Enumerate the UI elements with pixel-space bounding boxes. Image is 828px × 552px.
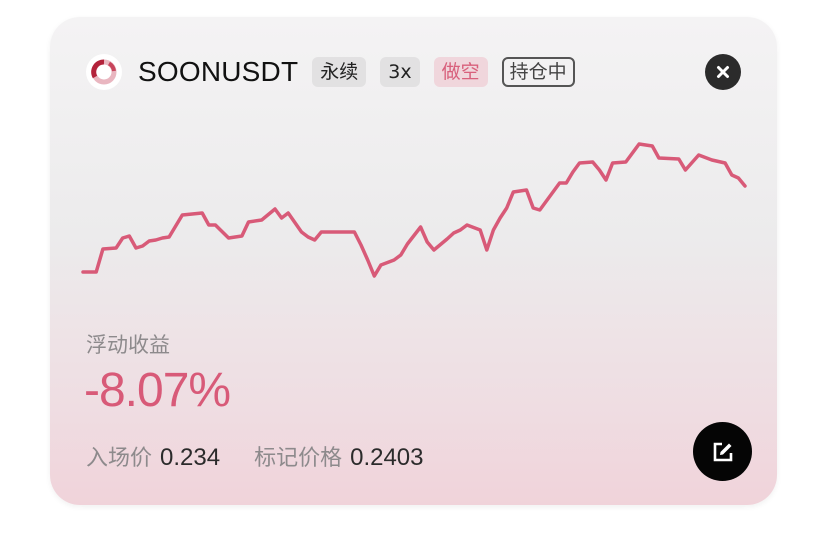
- entry-price-label: 入场价: [86, 446, 153, 471]
- mark-price-value: 0.2403: [350, 444, 424, 471]
- mark-price-label: 标记价格: [254, 446, 343, 471]
- edit-icon: [713, 442, 732, 461]
- sparkline-path: [81, 142, 747, 278]
- close-icon: [717, 66, 729, 78]
- soon-coin-logo-icon: [86, 54, 122, 90]
- close-button[interactable]: [705, 54, 741, 90]
- card-header: SOONUSDT 永续 3x 做空 持仓中: [86, 53, 589, 91]
- pnl-label: 浮动收益: [86, 333, 170, 357]
- entry-price-value: 0.234: [160, 444, 221, 471]
- pnl-value: -8.07%: [84, 364, 231, 417]
- tag-holding: 持仓中: [501, 57, 575, 87]
- symbol-title: SOONUSDT: [138, 56, 299, 87]
- edit-button[interactable]: [693, 422, 752, 481]
- tag-leverage: 3x: [380, 57, 420, 87]
- tag-perpetual: 永续: [312, 57, 367, 87]
- position-card[interactable]: SOONUSDT 永续 3x 做空 持仓中 浮动收益 -8.07% 入场价 0.…: [50, 17, 777, 505]
- tag-short: 做空: [433, 57, 488, 87]
- price-row: 入场价 0.234 标记价格 0.2403: [86, 440, 458, 472]
- price-sparkline: [81, 142, 747, 278]
